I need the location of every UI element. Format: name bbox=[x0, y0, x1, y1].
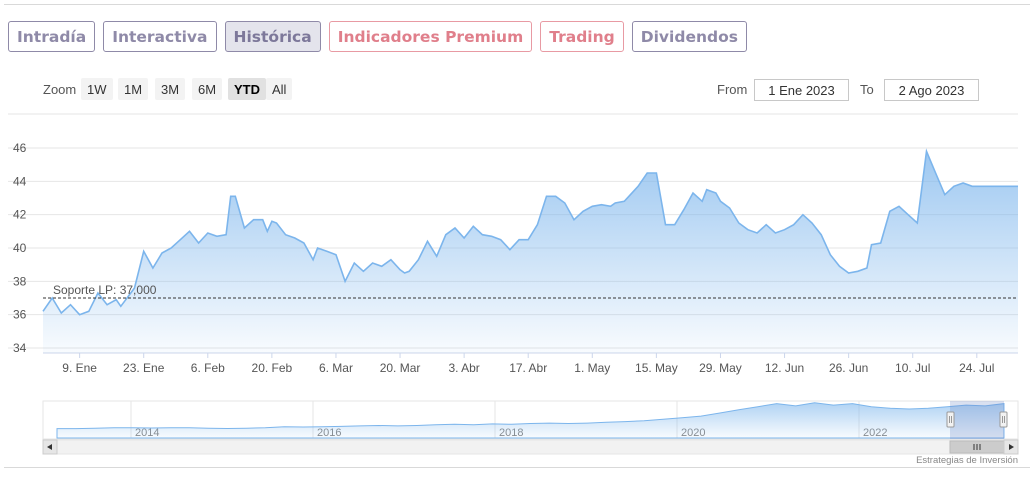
y-tick-label: 46 bbox=[13, 141, 27, 155]
tab-indicadores-premium[interactable]: Indicadores Premium bbox=[328, 21, 533, 52]
navigator-area bbox=[56, 402, 1005, 439]
support-label: Soporte LP: 37,000 bbox=[53, 283, 157, 297]
x-tick-label: 17. Abr bbox=[509, 361, 547, 375]
y-tick-label: 44 bbox=[13, 174, 27, 188]
x-tick-label: 3. Abr bbox=[448, 361, 479, 375]
zoom-label: Zoom bbox=[43, 82, 77, 97]
x-tick-label: 1. May bbox=[574, 361, 610, 375]
from-date-input[interactable]: 1 Ene 2023 bbox=[754, 79, 849, 101]
price-area bbox=[43, 151, 1018, 353]
zoom-1m-button[interactable]: 1M bbox=[118, 78, 149, 100]
x-tick-label: 23. Ene bbox=[123, 361, 165, 375]
x-tick-label: 9. Ene bbox=[62, 361, 97, 375]
x-tick-label: 10. Jul bbox=[895, 361, 930, 375]
x-tick-label: 6. Feb bbox=[191, 361, 225, 375]
x-tick-label: 20. Feb bbox=[252, 361, 293, 375]
scroll-right-arrow-icon bbox=[1009, 444, 1014, 450]
tab-interactiva[interactable]: Interactiva bbox=[103, 21, 217, 52]
zoom-3m-button[interactable]: 3M bbox=[155, 78, 186, 100]
tab-historica[interactable]: Histórica bbox=[224, 21, 321, 52]
to-date-input[interactable]: 2 Ago 2023 bbox=[884, 79, 979, 101]
x-tick-label: 15. May bbox=[635, 361, 678, 375]
scroll-left-arrow-icon bbox=[47, 444, 52, 450]
chart-credit: Estrategias de Inversión bbox=[916, 455, 1018, 466]
zoom-all-button[interactable]: All bbox=[266, 78, 293, 100]
tab-intradia[interactable]: Intradía bbox=[8, 21, 96, 52]
x-tick-label: 29. May bbox=[699, 361, 742, 375]
y-tick-label: 34 bbox=[13, 341, 27, 355]
navigator-selection[interactable] bbox=[950, 401, 1004, 439]
x-tick-label: 26. Jun bbox=[829, 361, 868, 375]
y-tick-label: 42 bbox=[13, 208, 27, 222]
navigator-right-handle[interactable] bbox=[999, 411, 1008, 428]
x-tick-label: 24. Jul bbox=[959, 361, 994, 375]
y-tick-label: 40 bbox=[13, 241, 27, 255]
y-tick-label: 38 bbox=[13, 274, 27, 288]
price-line[interactable] bbox=[42, 148, 1018, 316]
tab-trading[interactable]: Trading bbox=[540, 21, 624, 52]
top-rule bbox=[4, 4, 1030, 5]
from-label: From bbox=[717, 82, 748, 97]
y-tick-label: 36 bbox=[13, 308, 27, 322]
navigator-left-handle[interactable] bbox=[946, 411, 955, 428]
zoom-1w-button[interactable]: 1W bbox=[81, 78, 113, 100]
scrollbar-track[interactable] bbox=[42, 439, 1019, 455]
bottom-rule bbox=[4, 467, 1030, 468]
x-tick-label: 20. Mar bbox=[380, 361, 421, 375]
to-label: To bbox=[860, 82, 874, 97]
chart-type-tabs: Intradía Interactiva Histórica Indicador… bbox=[8, 21, 747, 52]
x-tick-label: 12. Jun bbox=[765, 361, 804, 375]
zoom-ytd-button[interactable]: YTD bbox=[228, 78, 266, 100]
x-axis-labels: 9. Ene 23. Ene 6. Feb 20. Feb 6. Mar 20. Mar 3… bbox=[62, 353, 994, 375]
zoom-6m-button[interactable]: 6M bbox=[192, 78, 223, 100]
tab-dividendos[interactable]: Dividendos bbox=[631, 21, 747, 52]
x-tick-label: 6. Mar bbox=[319, 361, 353, 375]
y-axis-labels: 34 36 38 40 42 44 46 bbox=[13, 141, 27, 355]
